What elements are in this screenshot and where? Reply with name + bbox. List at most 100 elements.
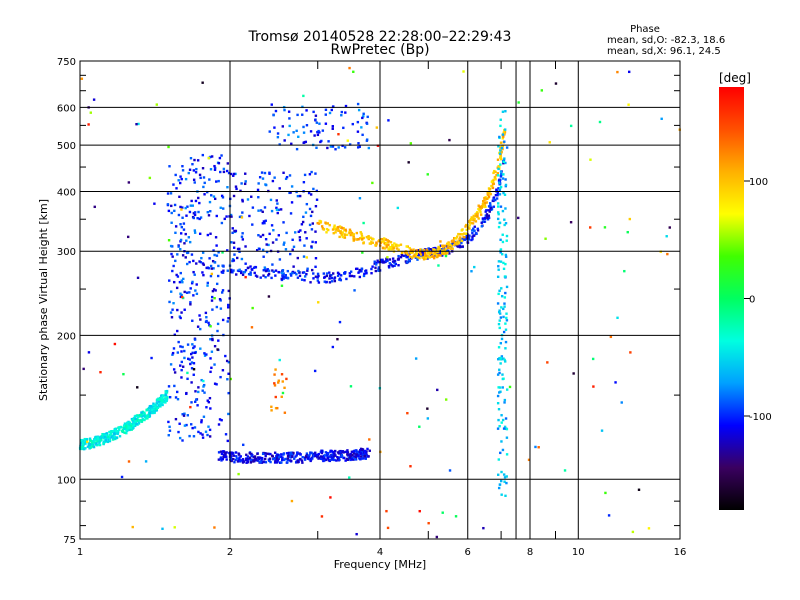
data-point: [209, 155, 212, 159]
data-point: [563, 469, 567, 472]
data-point: [202, 176, 206, 179]
data-point: [96, 440, 99, 443]
data-point: [290, 201, 294, 204]
data-point: [500, 173, 503, 176]
data-point: [217, 179, 220, 183]
data-point: [193, 213, 197, 217]
data-point: [158, 403, 162, 407]
data-point: [99, 435, 103, 439]
data-point: [168, 425, 171, 429]
data-point: [299, 229, 302, 232]
data-point: [230, 241, 233, 244]
data-point: [164, 391, 167, 395]
data-point: [179, 292, 182, 295]
data-point: [151, 408, 154, 412]
data-point: [215, 383, 218, 386]
data-point: [231, 457, 235, 461]
data-point: [419, 248, 422, 251]
data-point: [179, 205, 182, 209]
data-point: [302, 125, 305, 129]
data-point: [279, 208, 283, 211]
data-point: [301, 220, 305, 224]
data-point: [183, 424, 187, 427]
data-point: [177, 245, 180, 248]
data-point: [371, 181, 374, 185]
data-point: [283, 241, 286, 244]
data-point: [89, 439, 93, 442]
data-point: [359, 455, 363, 458]
data-point: [496, 172, 500, 175]
data-point: [349, 233, 352, 237]
data-point: [86, 445, 90, 448]
data-point: [264, 275, 267, 279]
data-point: [406, 255, 409, 259]
data-point: [281, 125, 284, 128]
data-point: [498, 312, 502, 315]
data-point: [206, 190, 209, 194]
data-point: [487, 205, 491, 208]
data-point: [154, 405, 158, 408]
data-point: [384, 238, 387, 241]
data-point: [125, 431, 128, 435]
data-point: [179, 238, 183, 242]
data-point: [210, 295, 214, 299]
data-point: [288, 117, 291, 120]
data-point: [419, 253, 423, 256]
data-point: [180, 350, 183, 353]
data-point: [210, 155, 214, 158]
data-point: [305, 237, 308, 240]
data-point: [314, 118, 317, 121]
data-point: [446, 251, 449, 255]
data-point: [416, 258, 419, 261]
data-point: [326, 456, 330, 460]
data-point: [200, 378, 203, 382]
data-point: [171, 269, 174, 273]
data-point: [486, 217, 489, 221]
data-point: [385, 245, 388, 249]
data-point: [291, 455, 294, 458]
data-point: [287, 133, 290, 137]
data-point: [309, 193, 313, 196]
data-point: [496, 373, 500, 376]
data-point: [113, 342, 117, 346]
chart-subtitle: RwPretec (Bp): [330, 42, 429, 58]
data-point: [251, 268, 254, 271]
data-point: [249, 265, 252, 268]
data-point: [179, 232, 183, 235]
data-point: [300, 459, 304, 462]
data-point: [111, 436, 115, 440]
data-point: [243, 182, 247, 186]
data-point: [314, 230, 317, 233]
data-point: [233, 461, 236, 464]
data-point: [350, 450, 354, 453]
data-point: [488, 210, 491, 213]
data-point: [349, 385, 353, 388]
data-point: [340, 114, 343, 117]
data-point: [213, 344, 217, 348]
data-point: [285, 452, 289, 455]
data-point: [500, 421, 503, 424]
data-point: [444, 398, 448, 401]
data-point: [417, 249, 420, 252]
data-point: [354, 456, 357, 459]
data-point: [309, 214, 313, 218]
data-point: [503, 425, 507, 429]
data-point: [208, 257, 211, 260]
data-point: [484, 205, 487, 209]
data-point: [480, 225, 484, 228]
data-point: [497, 408, 501, 411]
data-point: [209, 168, 213, 171]
data-point: [211, 289, 215, 293]
data-point: [258, 176, 262, 179]
data-point: [499, 146, 502, 149]
data-point: [176, 329, 179, 333]
data-point: [327, 452, 330, 455]
data-point: [302, 131, 306, 134]
data-point: [246, 460, 250, 464]
data-point: [365, 122, 369, 125]
data-point: [251, 223, 254, 226]
data-point: [296, 113, 299, 117]
data-point: [177, 179, 180, 182]
data-point: [446, 242, 449, 246]
data-point: [222, 454, 226, 457]
